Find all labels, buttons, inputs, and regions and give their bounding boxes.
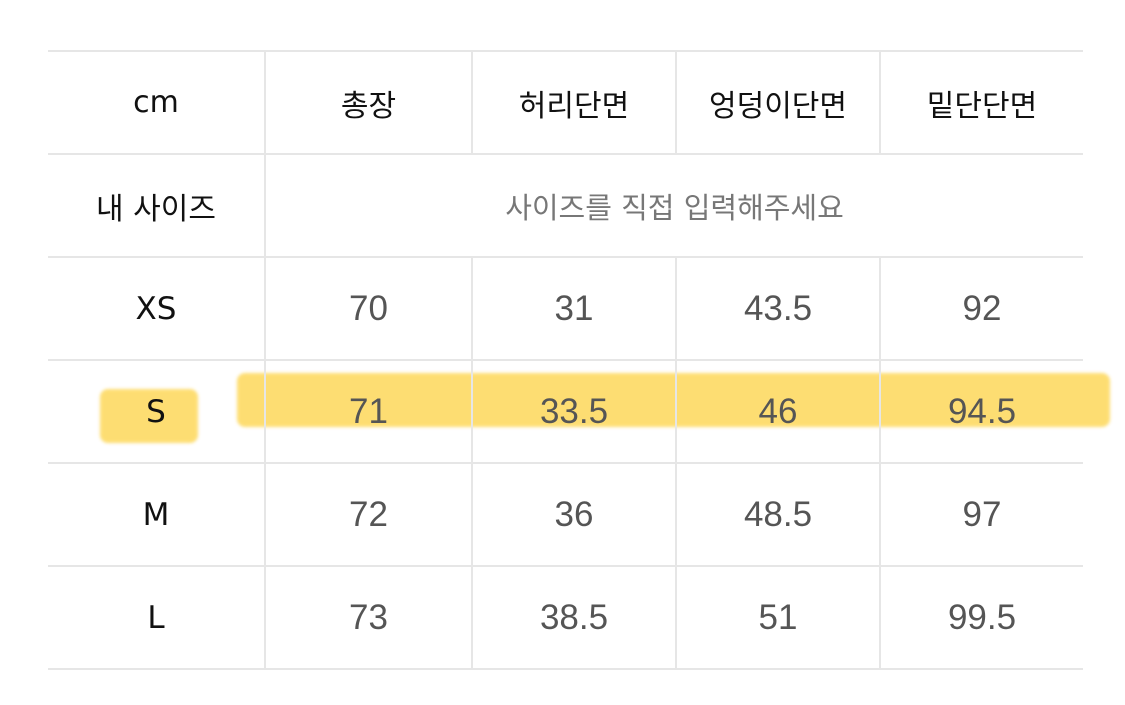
value-cell: 70 — [264, 256, 472, 361]
my-size-input[interactable]: 사이즈를 직접 입력해주세요 — [264, 153, 1083, 258]
my-size-label: 내 사이즈 — [48, 153, 265, 258]
value-cell: 36 — [471, 462, 676, 567]
value-cell: 73 — [264, 565, 472, 670]
value-cell: 72 — [264, 462, 472, 567]
header-unit: cm — [48, 50, 265, 155]
value-cell: 94.5 — [879, 359, 1083, 464]
size-chart-table: cm 총장 허리단면 엉덩이단면 밑단단면 내 사이즈 사이즈를 직접 입력해주… — [48, 50, 1083, 670]
header-hip: 엉덩이단면 — [675, 50, 880, 155]
size-label: L — [48, 565, 265, 670]
size-label: M — [48, 462, 265, 567]
table-row: M 72 36 48.5 97 — [48, 462, 1083, 567]
header-row: cm 총장 허리단면 엉덩이단면 밑단단면 — [48, 50, 1083, 155]
header-total-length: 총장 — [264, 50, 472, 155]
value-cell: 92 — [879, 256, 1083, 361]
table-row: XS 70 31 43.5 92 — [48, 256, 1083, 361]
my-size-row: 내 사이즈 사이즈를 직접 입력해주세요 — [48, 153, 1083, 258]
value-cell: 33.5 — [471, 359, 676, 464]
value-cell: 97 — [879, 462, 1083, 567]
header-waist: 허리단면 — [471, 50, 676, 155]
value-cell: 38.5 — [471, 565, 676, 670]
value-cell: 46 — [675, 359, 880, 464]
table-row-highlighted: S 71 33.5 46 94.5 — [48, 359, 1083, 464]
value-cell: 31 — [471, 256, 676, 361]
table-row: L 73 38.5 51 99.5 — [48, 565, 1083, 670]
value-cell: 71 — [264, 359, 472, 464]
value-cell: 99.5 — [879, 565, 1083, 670]
value-cell: 43.5 — [675, 256, 880, 361]
header-hem: 밑단단면 — [879, 50, 1083, 155]
size-label: S — [48, 359, 265, 464]
size-label: XS — [48, 256, 265, 361]
value-cell: 48.5 — [675, 462, 880, 567]
value-cell: 51 — [675, 565, 880, 670]
